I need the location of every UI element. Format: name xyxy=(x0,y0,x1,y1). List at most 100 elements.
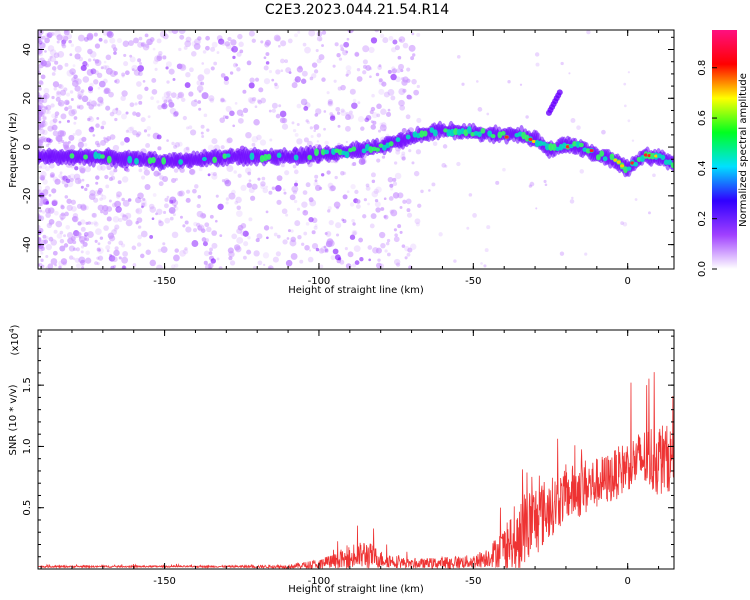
noise-dot xyxy=(401,77,405,81)
noise-dot xyxy=(223,99,227,103)
colorbar-tick-label: 0.0 xyxy=(697,261,708,277)
noise-dot xyxy=(51,66,57,71)
noise-dot xyxy=(304,244,310,251)
noise-dot xyxy=(219,97,225,103)
noise-dot xyxy=(338,57,343,61)
noise-dot xyxy=(52,118,58,123)
noise-dot xyxy=(305,182,311,188)
noise-dot xyxy=(111,202,117,208)
noise-dot xyxy=(70,199,76,205)
noise-dot xyxy=(336,111,341,115)
noise-dot xyxy=(370,213,377,220)
colorbar-tick-label: 0.2 xyxy=(697,211,708,227)
noise-dot xyxy=(218,266,223,269)
noise-dot xyxy=(382,37,389,44)
noise-dot xyxy=(335,106,341,112)
noise-dot xyxy=(238,41,244,47)
noise-dot xyxy=(380,242,386,249)
noise-dot xyxy=(111,44,117,49)
noise-dot xyxy=(81,95,89,103)
noise-dot xyxy=(392,192,400,199)
noise-dot xyxy=(338,257,342,261)
noise-dot xyxy=(59,245,66,252)
noise-dot xyxy=(177,141,183,147)
snr-multiplier: (x104) xyxy=(8,324,21,355)
snr-frame xyxy=(37,329,675,570)
noise-dot xyxy=(411,32,415,36)
noise-dot xyxy=(81,178,85,182)
noise-dot xyxy=(70,98,74,101)
noise-dot xyxy=(308,216,314,223)
noise-dot xyxy=(92,134,96,137)
noise-dot xyxy=(182,224,186,228)
noise-dot xyxy=(42,115,48,121)
noise-dot xyxy=(369,75,372,79)
noise-dot xyxy=(399,38,403,42)
noise-dot xyxy=(135,208,140,213)
noise-dot xyxy=(201,92,209,100)
spectrogram-frame xyxy=(37,29,675,270)
noise-dot xyxy=(156,264,163,269)
noise-dot xyxy=(96,256,100,260)
ridge-core xyxy=(202,156,207,162)
noise-dot xyxy=(362,214,367,219)
noise-dot xyxy=(56,233,63,239)
ridge-core xyxy=(69,153,75,159)
noise-dot xyxy=(151,77,157,83)
noise-dot xyxy=(525,115,529,119)
noise-dot xyxy=(379,122,384,127)
noise-dot xyxy=(87,48,93,55)
noise-dot xyxy=(220,98,225,102)
noise-dot xyxy=(234,200,239,205)
noise-dot xyxy=(62,175,68,181)
noise-dot xyxy=(41,210,46,214)
noise-dot xyxy=(62,35,69,42)
noise-dot xyxy=(86,101,91,106)
noise-dot xyxy=(93,197,99,203)
noise-dot xyxy=(216,51,220,54)
noise-dot xyxy=(335,222,342,229)
noise-dot xyxy=(191,240,199,247)
noise-dot xyxy=(45,143,50,148)
noise-dot xyxy=(42,198,49,205)
noise-dot xyxy=(66,204,73,211)
x-tick-label: 0 xyxy=(625,576,631,587)
noise-dot xyxy=(392,177,397,182)
noise-dot xyxy=(38,38,41,43)
colorbar-tick-label: 0.6 xyxy=(697,110,708,126)
noise-dot xyxy=(371,179,376,184)
noise-dot xyxy=(140,42,145,47)
noise-dot xyxy=(38,136,45,144)
noise-dot xyxy=(73,74,78,79)
ridge-peak xyxy=(647,153,652,158)
noise-dot xyxy=(48,162,55,169)
noise-dot xyxy=(627,71,630,74)
noise-dot xyxy=(124,70,130,76)
noise-dot xyxy=(78,256,86,264)
ridge-core xyxy=(585,148,591,154)
noise-dot xyxy=(102,78,108,84)
noise-dot xyxy=(559,251,565,256)
noise-dot xyxy=(74,45,82,53)
noise-dot xyxy=(65,101,70,105)
noise-dot xyxy=(343,41,350,48)
ridge-core xyxy=(375,147,381,152)
noise-dot xyxy=(182,248,189,255)
noise-dot xyxy=(121,72,126,77)
noise-dot xyxy=(275,35,282,42)
ridge-core xyxy=(534,139,540,148)
noise-dot xyxy=(58,173,63,179)
noise-dot xyxy=(57,50,65,58)
noise-dot xyxy=(57,64,63,71)
noise-dot xyxy=(87,58,92,62)
noise-dot xyxy=(156,134,162,140)
noise-dot xyxy=(352,263,357,268)
noise-dot xyxy=(401,79,408,86)
x-tick-label: -50 xyxy=(465,276,481,287)
noise-dot xyxy=(198,107,202,111)
noise-dot xyxy=(394,172,402,180)
noise-dot xyxy=(354,51,360,57)
noise-dot xyxy=(100,66,104,70)
noise-dot xyxy=(265,52,270,57)
noise-dot xyxy=(560,61,564,66)
